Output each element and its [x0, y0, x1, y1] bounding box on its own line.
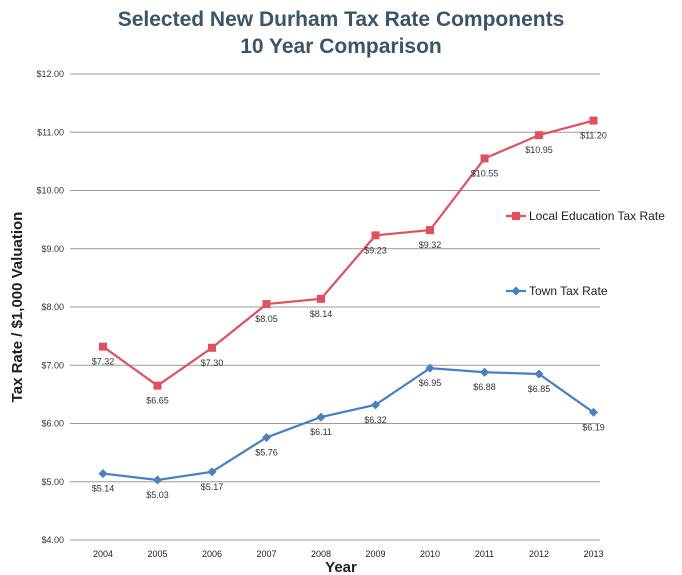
x-tick-label: 2006 — [202, 549, 222, 559]
data-point — [262, 432, 271, 442]
data-point — [425, 363, 435, 373]
data-label: $10.55 — [471, 168, 499, 178]
data-point — [371, 400, 380, 410]
data-point — [480, 367, 489, 377]
data-point — [589, 116, 598, 125]
x-tick-label: 2005 — [147, 549, 167, 559]
data-label: $8.14 — [310, 309, 333, 319]
data-point — [371, 231, 380, 240]
data-point — [589, 407, 598, 417]
data-label: $9.23 — [364, 245, 387, 255]
data-point — [98, 469, 108, 479]
series-line — [102, 119, 594, 387]
data-label: $7.30 — [201, 358, 224, 368]
chart-title-line-2: 10 Year Comparison — [240, 35, 442, 58]
y-axis-label: Tax Rate / $1,000 Valuation — [9, 212, 26, 403]
data-label: $6.32 — [364, 415, 387, 425]
data-point — [153, 475, 162, 485]
data-point — [208, 343, 216, 352]
data-point — [426, 226, 434, 235]
data-label: $10.95 — [525, 145, 553, 155]
data-label: $11.20 — [580, 131, 607, 141]
x-axis-label: Year — [325, 559, 357, 575]
data-label: $5.76 — [255, 447, 278, 457]
data-point — [207, 467, 217, 477]
x-tick-label: 2013 — [583, 549, 603, 559]
legend-label: Town Tax Rate — [529, 284, 608, 298]
data-label: $6.95 — [419, 378, 442, 388]
x-tick-label: 2004 — [93, 549, 113, 559]
data-label: $5.17 — [201, 482, 224, 492]
legend-marker — [512, 212, 520, 220]
x-tick-label: 2009 — [365, 549, 385, 559]
x-tick-label: 2012 — [529, 549, 549, 559]
chart-title-line-1: Selected New Durham Tax Rate Components — [117, 8, 565, 31]
data-label: $6.85 — [528, 384, 551, 394]
y-tick-label: $12.00 — [36, 69, 64, 79]
y-tick-label: $9.00 — [41, 244, 64, 254]
x-tick-label: 2007 — [256, 549, 276, 559]
data-point — [262, 300, 271, 309]
data-label: $5.03 — [146, 490, 169, 500]
y-tick-label: $4.00 — [41, 535, 64, 545]
data-point — [480, 154, 489, 163]
y-tick-label: $6.00 — [41, 419, 64, 429]
data-label: $7.32 — [92, 357, 115, 367]
data-point — [535, 131, 543, 140]
data-point — [534, 369, 544, 379]
data-label: $5.14 — [92, 484, 115, 494]
legend-marker — [511, 286, 521, 296]
legend-label: Local Education Tax Rate — [529, 209, 665, 223]
data-label: $6.11 — [310, 427, 332, 437]
x-tick-label: 2010 — [420, 549, 440, 559]
data-label: $8.05 — [255, 314, 278, 324]
y-tick-label: $5.00 — [41, 477, 64, 487]
data-point — [317, 294, 325, 303]
data-label: $6.19 — [582, 422, 605, 432]
y-tick-label: $10.00 — [36, 186, 64, 196]
data-point — [153, 381, 162, 390]
y-tick-label: $7.00 — [41, 360, 64, 370]
y-tick-label: $8.00 — [41, 302, 64, 312]
data-label: $6.88 — [473, 382, 496, 392]
x-tick-label: 2011 — [475, 549, 494, 559]
series-line — [102, 367, 595, 482]
data-label: $6.65 — [146, 396, 169, 406]
data-point — [99, 342, 107, 351]
x-tick-label: 2008 — [311, 549, 331, 559]
data-point — [316, 412, 326, 422]
data-label: $9.32 — [419, 240, 442, 250]
y-tick-label: $11.00 — [37, 127, 64, 137]
